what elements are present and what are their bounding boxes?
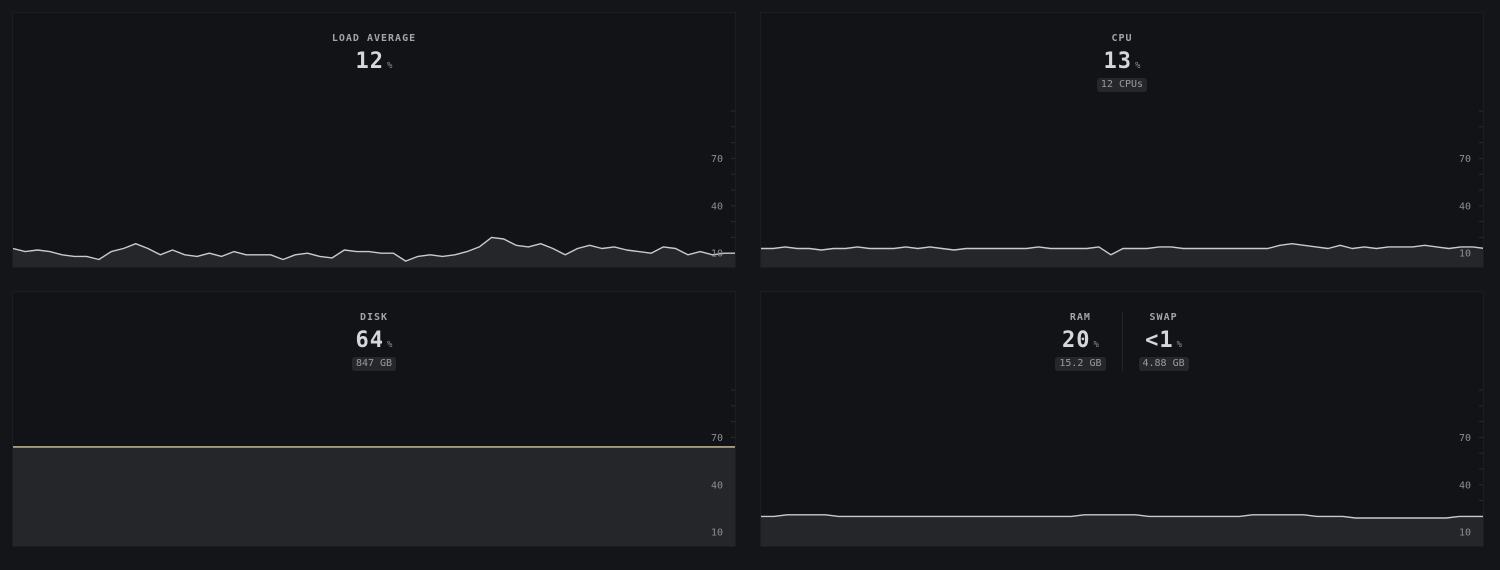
memory-header: RAM 20 % 15.2 GB SWAP <1 % 4.88 GB	[761, 312, 1483, 371]
cpu-label: CPU	[1111, 33, 1133, 44]
load-average-unit: %	[387, 61, 393, 71]
y-tick-label-40: 40	[711, 480, 723, 491]
y-tick-label-10: 10	[1459, 528, 1471, 539]
ram-area	[761, 514, 1483, 546]
disk-label: DISK	[359, 312, 389, 323]
load-average-header: LOAD AVERAGE 12 %	[13, 33, 735, 74]
ram-metric: RAM 20 % 15.2 GB	[1055, 312, 1106, 371]
disk-chart: 10 40 70	[13, 389, 735, 546]
disk-header: DISK 64 % 847 GB	[13, 312, 735, 371]
disk-value: 64	[355, 328, 385, 353]
cpu-panel: 10 40 70 CPU 13 % 12 CPUs	[760, 12, 1484, 268]
load-average-label: LOAD AVERAGE	[331, 33, 417, 44]
cpu-unit: %	[1135, 61, 1141, 71]
disk-unit: %	[387, 340, 393, 350]
disk-metric: DISK 64 % 847 GB	[351, 312, 397, 371]
y-tick-label-10: 10	[711, 528, 723, 539]
ram-unit: %	[1093, 340, 1099, 350]
load-average-panel: 10 40 70 LOAD AVERAGE 12 %	[12, 12, 736, 268]
y-tick-label-70: 70	[1459, 154, 1471, 165]
y-tick-label-70: 70	[1459, 433, 1471, 444]
ram-size-badge: 15.2 GB	[1055, 357, 1106, 371]
ram-series-line	[761, 514, 1483, 519]
load-series-line	[13, 236, 735, 262]
y-tick-label-40: 40	[1459, 201, 1471, 212]
swap-label: SWAP	[1149, 312, 1178, 323]
cpu-area	[761, 243, 1483, 267]
ram-label: RAM	[1069, 312, 1091, 323]
load-average-metric: LOAD AVERAGE 12 %	[332, 33, 416, 74]
swap-unit: %	[1176, 340, 1183, 350]
swap-size-badge: 4.88 GB	[1138, 357, 1189, 371]
y-tick-label-70: 70	[711, 433, 723, 444]
swap-value: <1	[1145, 328, 1174, 353]
swap-metric: SWAP <1 % 4.88 GB	[1121, 312, 1189, 371]
cpu-metric: CPU 13 % 12 CPUs	[1096, 33, 1148, 92]
load-area	[13, 237, 735, 267]
cpu-chart: 10 40 70	[761, 110, 1483, 267]
disk-area	[13, 446, 735, 546]
load-average-value: 12	[355, 49, 385, 74]
y-tick-label-10: 10	[711, 249, 723, 260]
ram-chart: 10 40 70	[761, 389, 1483, 546]
disk-size-badge: 847 GB	[351, 357, 397, 371]
y-tick-label-10: 10	[1459, 249, 1471, 260]
load-average-chart: 10 40 70	[13, 110, 735, 267]
disk-panel: 10 40 70 DISK 64 % 847 GB	[12, 291, 736, 547]
ram-value: 20	[1061, 328, 1091, 353]
cpu-series-line	[761, 242, 1483, 256]
y-tick-label-40: 40	[711, 201, 723, 212]
y-tick-label-70: 70	[711, 154, 723, 165]
cpu-header: CPU 13 % 12 CPUs	[761, 33, 1483, 92]
cpu-count-badge: 12 CPUs	[1096, 78, 1148, 92]
cpu-value: 13	[1103, 49, 1133, 74]
memory-panel: 10 40 70 RAM 20 % 15.2 GB SWAP <1 % 4.88 G…	[760, 291, 1484, 547]
y-tick-label-40: 40	[1459, 480, 1471, 491]
